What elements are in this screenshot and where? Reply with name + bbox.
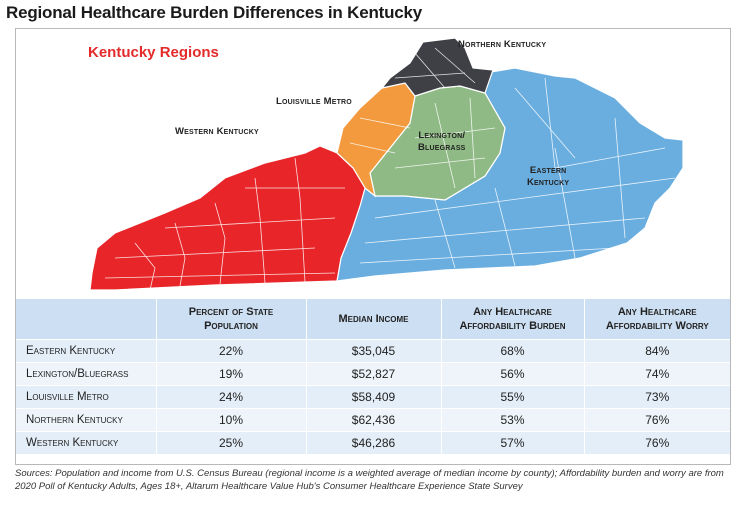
table-header-row: Percent of State Population Median Incom… xyxy=(16,299,730,340)
cell-worry: 76% xyxy=(583,431,730,454)
table-row: Lexington/Bluegrass 19% $52,827 56% 74% xyxy=(16,362,730,386)
cell-burden: 53% xyxy=(440,408,584,432)
label-northern-kentucky: Northern Kentucky xyxy=(458,39,547,50)
cell-income: $62,436 xyxy=(305,408,441,432)
label-lexington-line2: Bluegrass xyxy=(418,142,466,153)
cell-percent: 25% xyxy=(155,431,306,454)
label-lexington-bluegrass: Lexington/ Bluegrass xyxy=(418,130,466,154)
kentucky-map xyxy=(89,37,684,291)
table-row: Northern Kentucky 10% $62,436 53% 76% xyxy=(16,408,730,432)
header-region xyxy=(16,299,156,340)
cell-region: Lexington/Bluegrass xyxy=(16,362,156,386)
label-eastern-line1: Eastern xyxy=(529,165,567,176)
region-western-kentucky[interactable] xyxy=(89,145,366,291)
page-title: Regional Healthcare Burden Differences i… xyxy=(6,3,423,22)
cell-income: $58,409 xyxy=(305,385,441,409)
cell-region: Northern Kentucky xyxy=(16,408,156,432)
source-footnote: Sources: Population and income from U.S.… xyxy=(15,468,724,492)
cell-burden: 55% xyxy=(440,385,584,409)
cell-worry: 76% xyxy=(583,408,730,432)
map-title: Kentucky Regions xyxy=(88,44,219,61)
regional-data-table: Percent of State Population Median Incom… xyxy=(16,299,730,454)
county-lines xyxy=(104,47,676,291)
cell-worry: 74% xyxy=(583,362,730,386)
cell-burden: 68% xyxy=(440,339,584,363)
table-row: Western Kentucky 25% $46,286 57% 76% xyxy=(16,431,730,454)
cell-percent: 10% xyxy=(155,408,306,432)
label-eastern-line2: Kentucky xyxy=(527,177,570,188)
cell-worry: 84% xyxy=(583,339,730,363)
label-louisville-metro: Louisville Metro xyxy=(276,96,352,107)
header-percent-population: Percent of State Population xyxy=(155,299,306,340)
table-row: Louisville Metro 24% $58,409 55% 73% xyxy=(16,385,730,409)
cell-worry: 73% xyxy=(583,385,730,409)
header-affordability-worry: Any Healthcare Affordability Worry xyxy=(583,299,730,340)
cell-percent: 22% xyxy=(155,339,306,363)
table-row: Eastern Kentucky 22% $35,045 68% 84% xyxy=(16,339,730,363)
cell-burden: 56% xyxy=(440,362,584,386)
cell-region: Western Kentucky xyxy=(16,431,156,454)
cell-income: $35,045 xyxy=(305,339,441,363)
cell-income: $46,286 xyxy=(305,431,441,454)
cell-burden: 57% xyxy=(440,431,584,454)
header-median-income: Median Income xyxy=(305,299,441,340)
cell-percent: 19% xyxy=(155,362,306,386)
cell-income: $52,827 xyxy=(305,362,441,386)
cell-region: Louisville Metro xyxy=(16,385,156,409)
figure-frame xyxy=(15,28,731,465)
cell-percent: 24% xyxy=(155,385,306,409)
label-eastern-kentucky: Eastern Kentucky xyxy=(527,165,569,189)
header-affordability-burden: Any Healthcare Affordability Burden xyxy=(440,299,584,340)
label-western-kentucky: Western Kentucky xyxy=(175,126,259,137)
cell-region: Eastern Kentucky xyxy=(16,339,156,363)
region-northern-kentucky[interactable] xyxy=(380,37,494,97)
label-lexington-line1: Lexington/ xyxy=(418,130,466,141)
